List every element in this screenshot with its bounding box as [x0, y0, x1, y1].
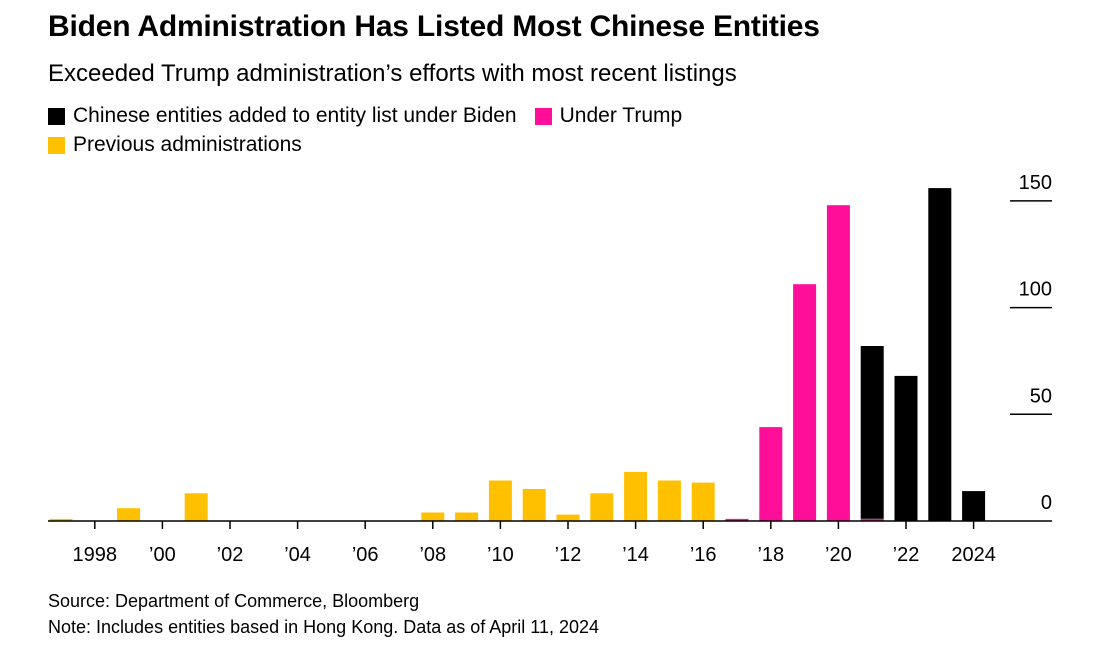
x-tick-label-2006: ’06 — [352, 544, 379, 566]
legend-item-previous: Previous administrations — [48, 133, 302, 157]
footnote: Note: Includes entities based in Hong Ko… — [48, 617, 600, 637]
x-tick-label-2018: ’18 — [757, 544, 784, 566]
bar-2020-series-1 — [826, 205, 850, 521]
bar-1999-series-0 — [117, 508, 141, 521]
bar-2012-series-0 — [556, 514, 580, 521]
legend-second-row: Previous administrations — [48, 133, 320, 157]
bar-2021-series-2 — [860, 346, 884, 519]
bar-2016-series-0 — [691, 482, 715, 521]
legend-label-previous: Previous administrations — [73, 133, 302, 156]
legend: Chinese entities added to entity list un… — [48, 104, 700, 128]
bar-2021-series-1 — [860, 518, 884, 521]
x-tick-label-2024: 2024 — [951, 544, 996, 566]
bar-2024-series-2 — [962, 491, 986, 521]
legend-label-biden: Chinese entities added to entity list un… — [73, 104, 517, 127]
chart-subtitle: Exceeded Trump administration’s efforts … — [48, 60, 737, 87]
bar-2011-series-0 — [522, 489, 546, 521]
bar-2015-series-0 — [657, 480, 681, 521]
x-tick-label-2002: ’02 — [217, 544, 244, 566]
bar-2022-series-2 — [894, 375, 918, 521]
legend-swatch-previous — [48, 136, 65, 154]
bar-2010-series-0 — [488, 480, 512, 521]
bar-2014-series-0 — [624, 471, 648, 521]
bar-2013-series-0 — [590, 493, 614, 521]
y-tick-label-150: 150 — [1019, 172, 1052, 194]
bar-1997-series-0 — [49, 518, 73, 521]
legend-item-biden: Chinese entities added to entity list un… — [48, 104, 517, 128]
bar-2017-series-1 — [725, 518, 749, 521]
legend-swatch-trump — [534, 107, 552, 125]
x-tick-label-1998: 1998 — [73, 544, 118, 566]
bar-2008-series-0 — [421, 512, 445, 521]
bar-2023-series-2 — [928, 188, 952, 521]
x-tick-label-2012: ’12 — [555, 544, 582, 566]
y-tick-label-0: 0 — [1041, 492, 1052, 514]
x-tick-label-2014: ’14 — [622, 544, 649, 566]
x-tick-label-2008: ’08 — [419, 544, 446, 566]
x-tick-label-2020: ’20 — [825, 544, 852, 566]
x-tick-label-2022: ’22 — [893, 544, 920, 566]
bar-2019-series-1 — [793, 284, 817, 521]
legend-item-trump: Under Trump — [534, 104, 683, 128]
legend-label-trump: Under Trump — [559, 104, 683, 127]
bar-2018-series-1 — [759, 427, 783, 521]
y-tick-label-50: 50 — [1030, 385, 1052, 407]
bar-2009-series-0 — [455, 512, 479, 521]
chart-title: Biden Administration Has Listed Most Chi… — [48, 10, 820, 43]
legend-swatch-biden — [48, 107, 65, 125]
x-tick-label-2010: ’10 — [487, 544, 514, 566]
source-note: Source: Department of Commerce, Bloomber… — [48, 591, 420, 611]
bar-2001-series-0 — [184, 493, 208, 521]
x-tick-label-2016: ’16 — [690, 544, 717, 566]
x-tick-label-2004: ’04 — [284, 544, 311, 566]
x-tick-label-2000: ’00 — [149, 544, 176, 566]
y-tick-label-100: 100 — [1019, 279, 1052, 301]
